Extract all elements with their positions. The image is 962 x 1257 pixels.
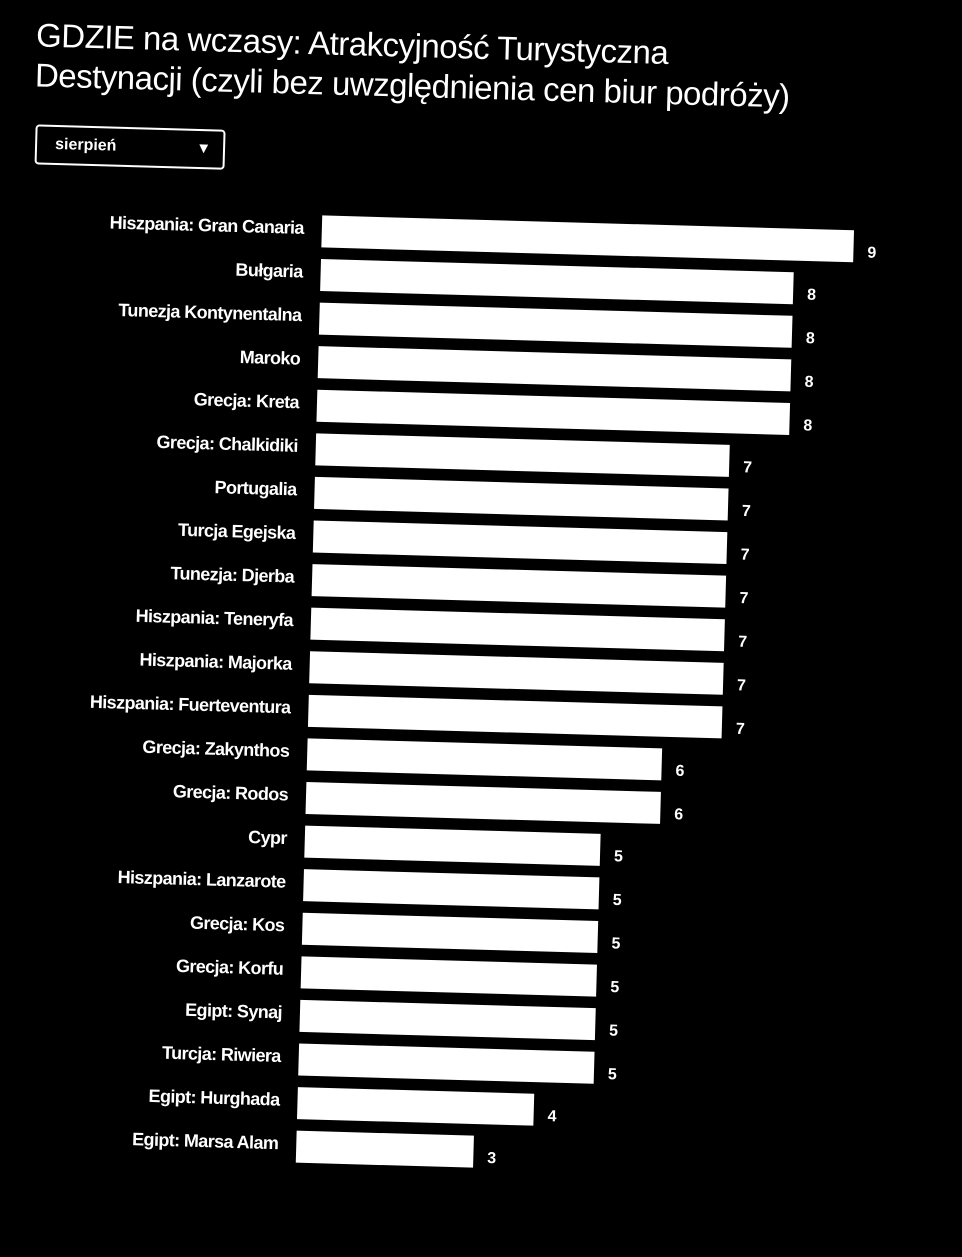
value-label: 8	[803, 417, 812, 434]
category-label: Hiszpania: Lanzarote	[117, 867, 286, 892]
category-label: Hiszpania: Gran Canaria	[109, 213, 305, 238]
bar[interactable]	[316, 389, 791, 435]
bar[interactable]	[304, 825, 601, 866]
category-label: Grecja: Rodos	[173, 781, 289, 804]
bar[interactable]	[311, 564, 727, 608]
category-label: Bułgaria	[235, 260, 304, 282]
value-label: 6	[674, 806, 683, 823]
category-label: Portugalia	[214, 477, 298, 499]
value-label: 5	[609, 1023, 618, 1040]
category-label: Egipt: Marsa Alam	[132, 1129, 279, 1153]
category-label: Grecja: Kos	[190, 913, 286, 936]
value-label: 7	[737, 677, 746, 694]
value-label: 7	[739, 590, 748, 607]
bar[interactable]	[296, 1087, 535, 1126]
category-label: Tunezja: Djerba	[170, 563, 296, 586]
category-label: Hiszpania: Teneryfa	[135, 606, 294, 630]
bar[interactable]	[299, 999, 596, 1041]
category-label: Grecja: Kreta	[194, 389, 301, 412]
bar[interactable]	[301, 912, 599, 954]
category-label: Tunezja Kontynentalna	[118, 300, 303, 325]
bar[interactable]	[321, 215, 855, 263]
category-label: Cypr	[248, 827, 288, 848]
category-label: Grecja: Chalkidiki	[156, 432, 298, 456]
bar[interactable]	[317, 346, 792, 392]
value-label: 5	[610, 979, 619, 996]
value-label: 4	[547, 1108, 556, 1125]
value-label: 7	[743, 459, 752, 476]
category-label: Grecja: Zakynthos	[142, 737, 290, 761]
value-label: 7	[742, 503, 751, 520]
value-label: 5	[611, 935, 620, 952]
bar[interactable]	[320, 259, 794, 305]
value-label: 6	[675, 763, 684, 780]
value-label: 8	[807, 287, 816, 304]
bar[interactable]	[310, 607, 725, 652]
category-label: Turcja Egejska	[178, 520, 297, 543]
bar[interactable]	[305, 782, 661, 824]
value-label: 5	[614, 848, 623, 865]
bar[interactable]	[298, 1043, 595, 1084]
value-label: 3	[487, 1150, 496, 1167]
category-label: Egipt: Synaj	[185, 1000, 282, 1023]
value-label: 7	[736, 721, 745, 738]
bar[interactable]	[295, 1130, 474, 1168]
value-label: 7	[740, 546, 749, 563]
bar[interactable]	[318, 302, 793, 348]
value-label: 7	[738, 634, 747, 651]
bar[interactable]	[312, 520, 728, 565]
category-label: Hiszpania: Fuerteventura	[90, 692, 293, 718]
category-label: Turcja: Riwiera	[162, 1043, 283, 1066]
bar[interactable]	[306, 738, 663, 781]
value-label: 5	[608, 1066, 617, 1083]
category-label: Egipt: Hurghada	[148, 1086, 281, 1110]
bar[interactable]	[309, 651, 724, 695]
bar[interactable]	[315, 433, 730, 477]
value-label: 5	[613, 892, 622, 909]
category-label: Maroko	[240, 347, 302, 369]
value-label: 9	[867, 245, 876, 262]
category-label: Grecja: Korfu	[176, 956, 284, 979]
bar[interactable]	[307, 694, 723, 739]
bar[interactable]	[314, 476, 729, 521]
value-label: 8	[804, 374, 813, 391]
value-label: 8	[806, 330, 815, 347]
bar[interactable]	[300, 956, 597, 997]
bar[interactable]	[303, 869, 600, 910]
category-label: Hiszpania: Majorka	[139, 650, 293, 674]
